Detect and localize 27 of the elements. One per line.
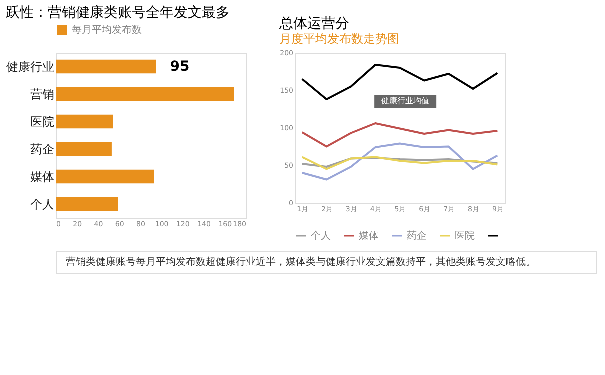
bar: [56, 142, 112, 156]
bar: [56, 197, 118, 212]
bar: [56, 87, 234, 102]
line-series: [301, 156, 499, 170]
legend-label: 个人: [311, 230, 331, 242]
legend-label: 媒体: [359, 230, 379, 242]
chart-subtitle: 月度平均发布数走势图: [280, 32, 400, 46]
data-label: 95: [170, 58, 190, 75]
y-tick-label: 营销: [30, 87, 54, 102]
line-series: [301, 142, 499, 181]
y-tick-label: 个人: [30, 197, 54, 212]
legend-label: 每月平均发布数: [72, 24, 142, 36]
y-tick-label: 健康行业: [6, 60, 54, 74]
line-series: [301, 122, 499, 148]
chart-title: 总体运营分: [278, 16, 350, 32]
annotation: 健康行业均值: [382, 96, 430, 106]
chart-title: 跃性：营销健康类账号全年发文最多: [6, 5, 230, 21]
y-tick-label: 药企: [30, 142, 54, 156]
bar: [56, 60, 156, 74]
text: 营销类健康账号每月平均发布数超健康行业近半，媒体类与健康行业发文篇数持平，其他类账号发文略低。: [66, 256, 536, 268]
y-tick-label: 媒体: [30, 170, 54, 184]
y-tick-label: 医院: [30, 114, 54, 129]
bar: [56, 114, 113, 129]
legend-label: 医院: [455, 230, 475, 242]
line-series: [301, 157, 499, 168]
legend-label: 药企: [407, 230, 427, 242]
bar: [56, 170, 154, 184]
